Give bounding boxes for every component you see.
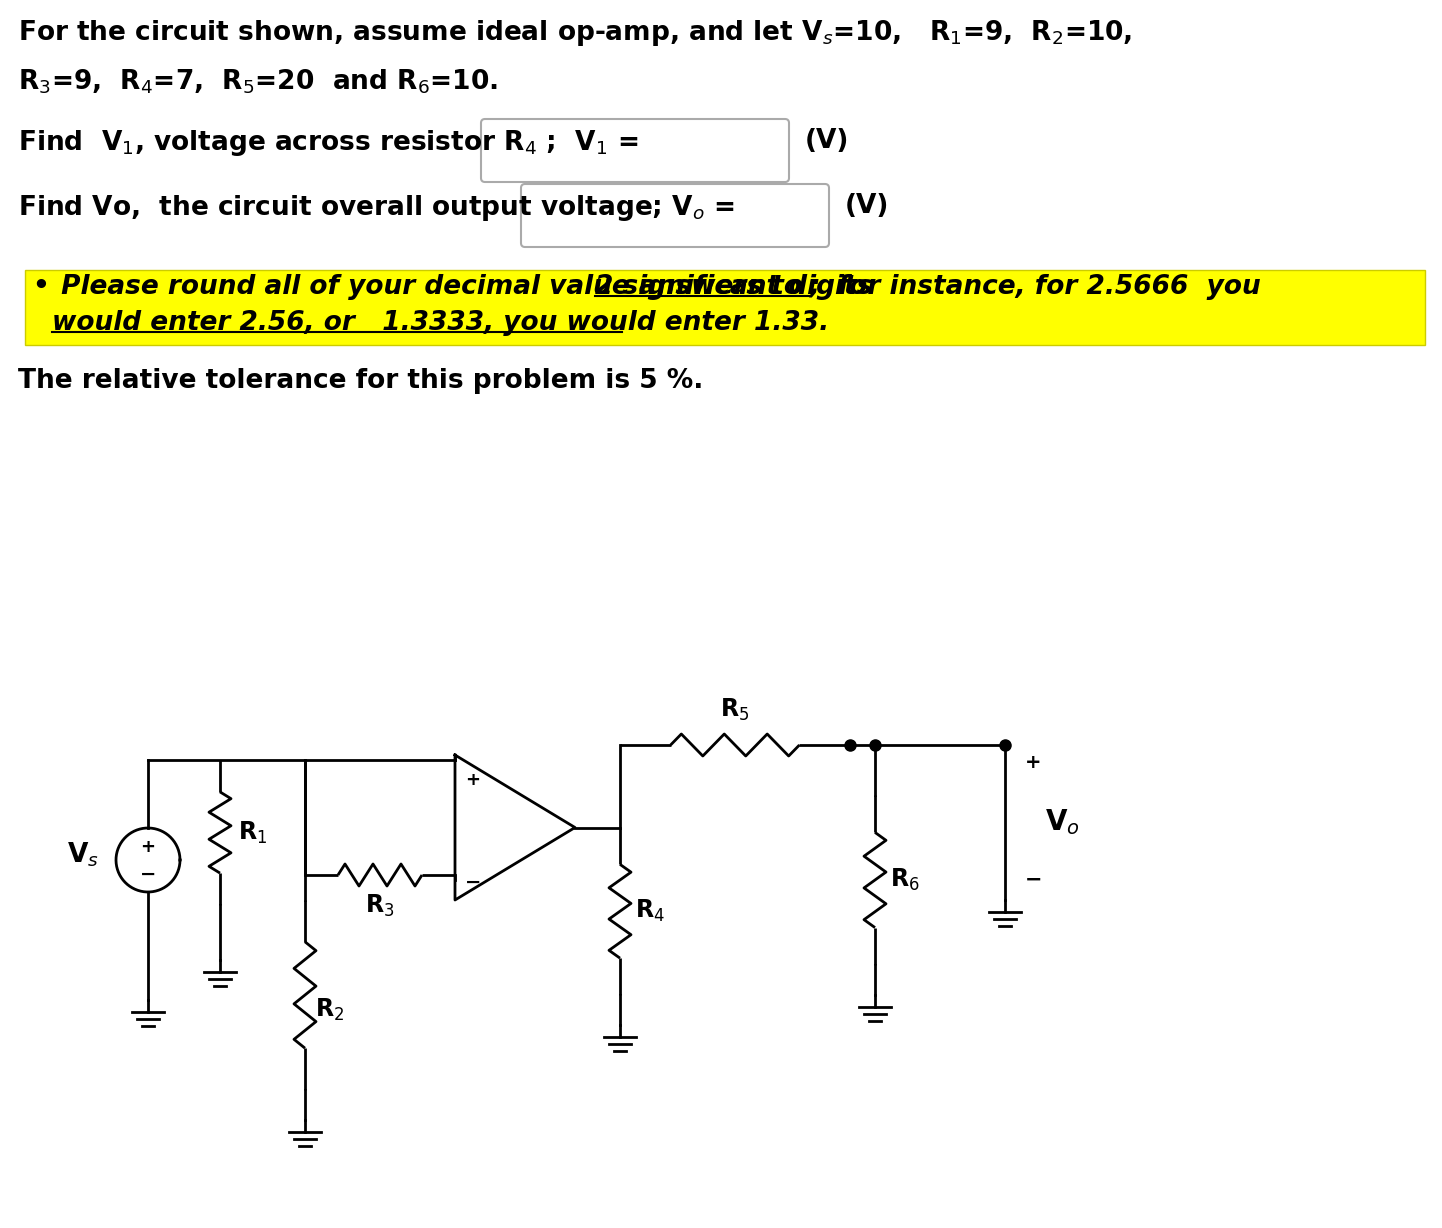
Text: V$_s$: V$_s$ <box>66 841 99 869</box>
Text: For the circuit shown, assume ideal op-amp, and let V$_s$=10,   R$_1$=9,  R$_2$=: For the circuit shown, assume ideal op-a… <box>17 18 1132 48</box>
FancyBboxPatch shape <box>482 119 789 182</box>
Text: R$_2$: R$_2$ <box>314 997 345 1023</box>
Text: Please round all of your decimal value answers to: Please round all of your decimal value a… <box>52 274 820 300</box>
Text: R$_3$: R$_3$ <box>365 893 395 920</box>
Text: Find Vo,  the circuit overall output voltage; V$_o$ =: Find Vo, the circuit overall output volt… <box>17 193 735 223</box>
Text: −: − <box>1025 869 1043 890</box>
Text: +: + <box>140 837 156 856</box>
Text: V$_o$: V$_o$ <box>1045 808 1080 837</box>
Text: 2 significant digits: 2 significant digits <box>596 274 872 300</box>
Text: R$_1$: R$_1$ <box>238 819 267 846</box>
Text: +: + <box>466 771 480 790</box>
Text: R$_3$=9,  R$_4$=7,  R$_5$=20  and R$_6$=10.: R$_3$=9, R$_4$=7, R$_5$=20 and R$_6$=10. <box>17 68 497 97</box>
Text: R$_6$: R$_6$ <box>890 867 920 893</box>
Text: (V): (V) <box>845 193 890 219</box>
Text: −: − <box>464 873 482 892</box>
Text: ;  for instance, for 2.5666  you: ; for instance, for 2.5666 you <box>810 274 1262 300</box>
Text: −: − <box>140 865 156 883</box>
Text: +: + <box>1025 753 1041 772</box>
Text: Find  V$_1$, voltage across resistor R$_4$ ;  V$_1$ =: Find V$_1$, voltage across resistor R$_4… <box>17 128 639 158</box>
Text: (V): (V) <box>805 128 849 154</box>
Text: •: • <box>32 274 49 300</box>
Text: R$_4$: R$_4$ <box>634 898 665 925</box>
Text: The relative tolerance for this problem is 5 %.: The relative tolerance for this problem … <box>17 368 704 394</box>
FancyBboxPatch shape <box>521 184 829 247</box>
Text: R$_5$: R$_5$ <box>721 696 750 723</box>
FancyBboxPatch shape <box>25 270 1425 345</box>
Text: would enter 2.56, or   1.3333, you would enter 1.33.: would enter 2.56, or 1.3333, you would e… <box>52 309 829 336</box>
